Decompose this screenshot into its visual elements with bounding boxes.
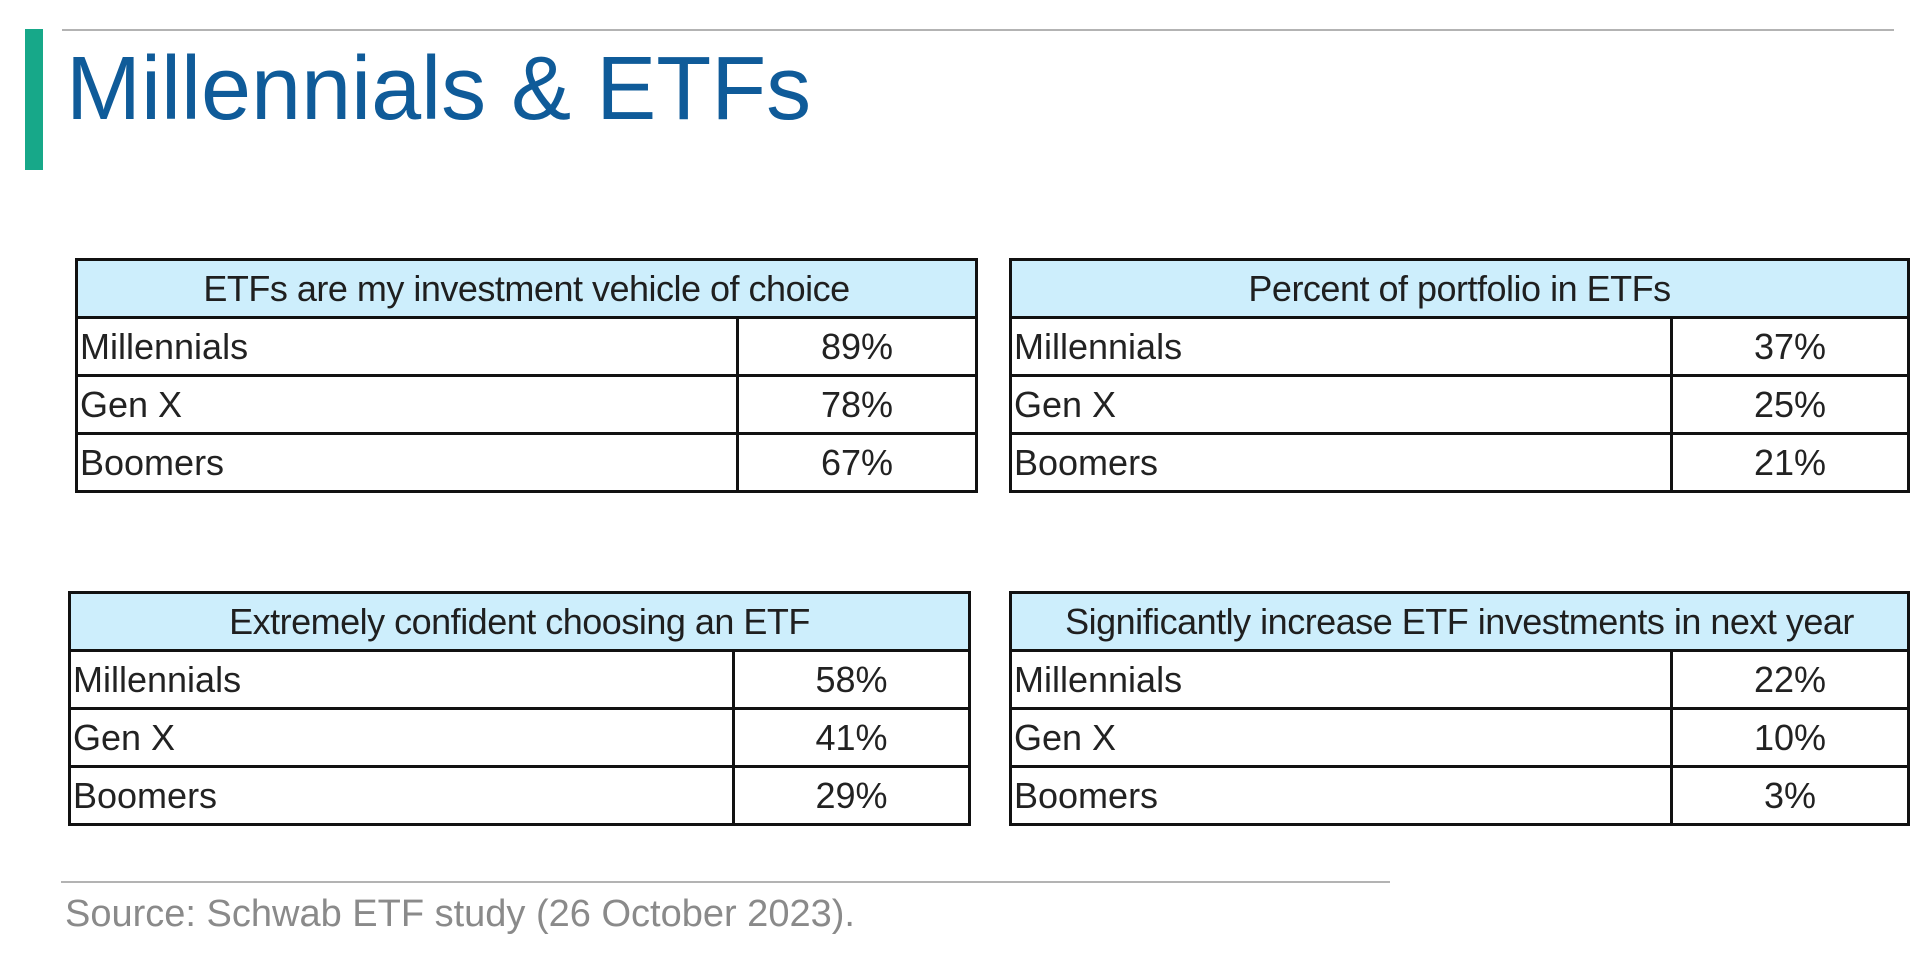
table-header-row: Extremely confident choosing an ETF bbox=[67, 591, 972, 652]
row-value: 29% bbox=[731, 765, 972, 826]
table-header: Percent of portfolio in ETFs bbox=[1009, 258, 1910, 319]
source-note: Source: Schwab ETF study (26 October 202… bbox=[65, 893, 855, 935]
table-header-row: Percent of portfolio in ETFs bbox=[1009, 258, 1910, 319]
table-row: Gen X 78% bbox=[75, 374, 978, 435]
row-value: 41% bbox=[731, 707, 972, 768]
table-significantly-increase-etf-investments: Significantly increase ETF investments i… bbox=[1009, 591, 1910, 826]
table-row: Gen X 25% bbox=[1009, 374, 1910, 435]
row-label: Millennials bbox=[68, 649, 735, 710]
table-header-row: Significantly increase ETF investments i… bbox=[1009, 591, 1910, 652]
table-row: Millennials 37% bbox=[1009, 316, 1910, 377]
row-value: 3% bbox=[1670, 765, 1910, 826]
source-divider bbox=[61, 881, 1390, 883]
row-label: Gen X bbox=[68, 707, 735, 768]
table-row: Millennials 22% bbox=[1009, 649, 1910, 710]
table-percent-portfolio-in-etfs: Percent of portfolio in ETFs Millennials… bbox=[1009, 258, 1910, 493]
row-label: Gen X bbox=[1009, 707, 1673, 768]
table-investment-vehicle-of-choice: ETFs are my investment vehicle of choice… bbox=[75, 258, 978, 493]
row-label: Gen X bbox=[75, 374, 739, 435]
table-row: Millennials 89% bbox=[75, 316, 978, 377]
table-header: ETFs are my investment vehicle of choice bbox=[75, 258, 978, 319]
row-value: 37% bbox=[1670, 316, 1910, 377]
table-row: Boomers 21% bbox=[1009, 432, 1910, 493]
row-value: 58% bbox=[731, 649, 972, 710]
row-label: Millennials bbox=[1009, 649, 1673, 710]
table-extremely-confident-choosing-etf: Extremely confident choosing an ETF Mill… bbox=[67, 591, 972, 826]
row-value: 10% bbox=[1670, 707, 1910, 768]
row-value: 21% bbox=[1670, 432, 1910, 493]
table-row: Boomers 29% bbox=[68, 765, 972, 826]
table-row: Boomers 3% bbox=[1009, 765, 1910, 826]
row-label: Boomers bbox=[68, 765, 735, 826]
row-label: Boomers bbox=[1009, 765, 1673, 826]
table-header-row: ETFs are my investment vehicle of choice bbox=[75, 258, 978, 319]
row-label: Boomers bbox=[75, 432, 739, 493]
row-label: Millennials bbox=[75, 316, 739, 377]
table-row: Gen X 41% bbox=[68, 707, 972, 768]
row-value: 22% bbox=[1670, 649, 1910, 710]
table-header: Extremely confident choosing an ETF bbox=[67, 591, 972, 652]
table-row: Millennials 58% bbox=[68, 649, 972, 710]
title-accent-bar bbox=[25, 29, 43, 170]
row-label: Gen X bbox=[1009, 374, 1673, 435]
row-value: 89% bbox=[736, 316, 978, 377]
row-label: Boomers bbox=[1009, 432, 1673, 493]
row-value: 25% bbox=[1670, 374, 1910, 435]
row-value: 67% bbox=[736, 432, 978, 493]
table-header: Significantly increase ETF investments i… bbox=[1009, 591, 1910, 652]
table-row: Boomers 67% bbox=[75, 432, 978, 493]
page-title: Millennials & ETFs bbox=[66, 39, 812, 139]
table-row: Gen X 10% bbox=[1009, 707, 1910, 768]
top-divider bbox=[62, 29, 1894, 31]
row-label: Millennials bbox=[1009, 316, 1673, 377]
row-value: 78% bbox=[736, 374, 978, 435]
